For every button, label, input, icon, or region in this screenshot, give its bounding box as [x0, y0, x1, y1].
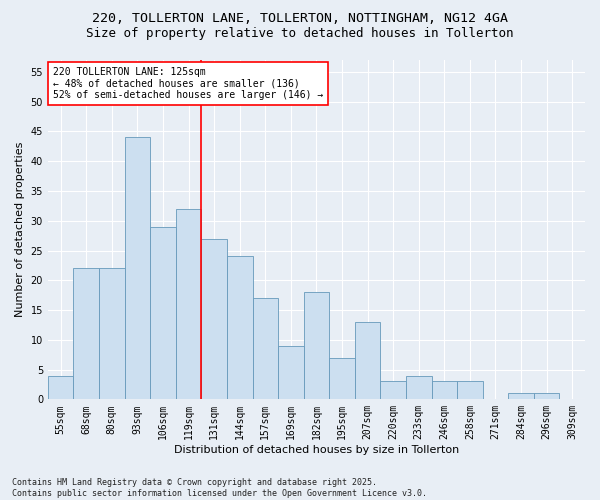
Bar: [457, 382, 482, 400]
Bar: [150, 226, 176, 400]
Bar: [304, 292, 329, 400]
Bar: [508, 394, 534, 400]
Bar: [329, 358, 355, 400]
Bar: [431, 382, 457, 400]
Text: 220, TOLLERTON LANE, TOLLERTON, NOTTINGHAM, NG12 4GA: 220, TOLLERTON LANE, TOLLERTON, NOTTINGH…: [92, 12, 508, 26]
Bar: [534, 394, 559, 400]
Text: Size of property relative to detached houses in Tollerton: Size of property relative to detached ho…: [86, 28, 514, 40]
Bar: [227, 256, 253, 400]
Bar: [380, 382, 406, 400]
Text: 220 TOLLERTON LANE: 125sqm
← 48% of detached houses are smaller (136)
52% of sem: 220 TOLLERTON LANE: 125sqm ← 48% of deta…: [53, 67, 323, 100]
Bar: [176, 209, 202, 400]
Bar: [406, 376, 431, 400]
Y-axis label: Number of detached properties: Number of detached properties: [15, 142, 25, 318]
Text: Contains HM Land Registry data © Crown copyright and database right 2025.
Contai: Contains HM Land Registry data © Crown c…: [12, 478, 427, 498]
Bar: [253, 298, 278, 400]
X-axis label: Distribution of detached houses by size in Tollerton: Distribution of detached houses by size …: [174, 445, 459, 455]
Bar: [278, 346, 304, 400]
Bar: [355, 322, 380, 400]
Bar: [48, 376, 73, 400]
Bar: [73, 268, 99, 400]
Bar: [99, 268, 125, 400]
Bar: [125, 138, 150, 400]
Bar: [202, 238, 227, 400]
